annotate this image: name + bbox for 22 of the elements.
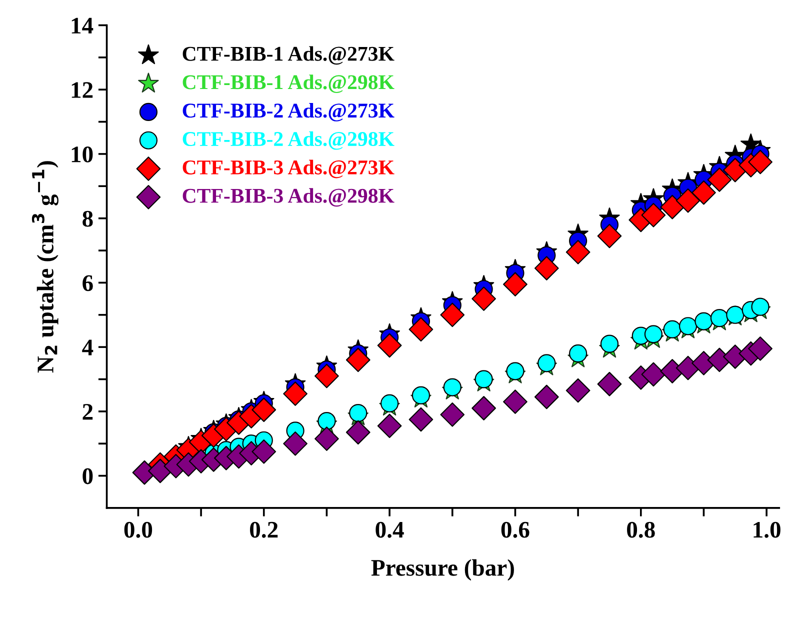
x-tick-label: 0.2	[250, 522, 278, 538]
legend-label: CTF-BIB-3 Ads.@298K	[182, 188, 394, 207]
y-axis-title: N$_{2}$ uptake (cm$^{3}$ g$^{−1}$)	[32, 161, 58, 373]
y-tick-label: 6	[82, 275, 93, 292]
legend-label: CTF-BIB-3 Ads.@273K	[182, 160, 394, 178]
legend-label: CTF-BIB-2 Ads.@298K	[182, 131, 394, 150]
y-tick-label: 4	[82, 340, 94, 356]
legend-label: CTF-BIB-2 Ads.@273K	[182, 102, 394, 122]
y-tick-label: 2	[82, 404, 93, 420]
x-tick-label: 1.0	[754, 522, 780, 538]
y-tick-label: 8	[82, 210, 93, 227]
y-tick-label: 12	[72, 82, 93, 98]
x-tick-label: 0.8	[627, 522, 655, 538]
x-tick-label: 0.0	[124, 522, 152, 538]
legend-label: CTF-BIB-1 Ads.@273K	[182, 46, 394, 65]
y-tick-label: 10	[72, 146, 93, 162]
x-tick-label: 0.4	[376, 522, 404, 538]
y-tick-label: 0	[82, 468, 93, 484]
x-tick-label: 0.6	[501, 522, 530, 538]
legend-label: CTF-BIB-1 Ads.@298K	[182, 74, 394, 94]
y-tick-label: 14	[72, 18, 94, 34]
x-axis-title: Pressure (bar)	[371, 559, 514, 581]
